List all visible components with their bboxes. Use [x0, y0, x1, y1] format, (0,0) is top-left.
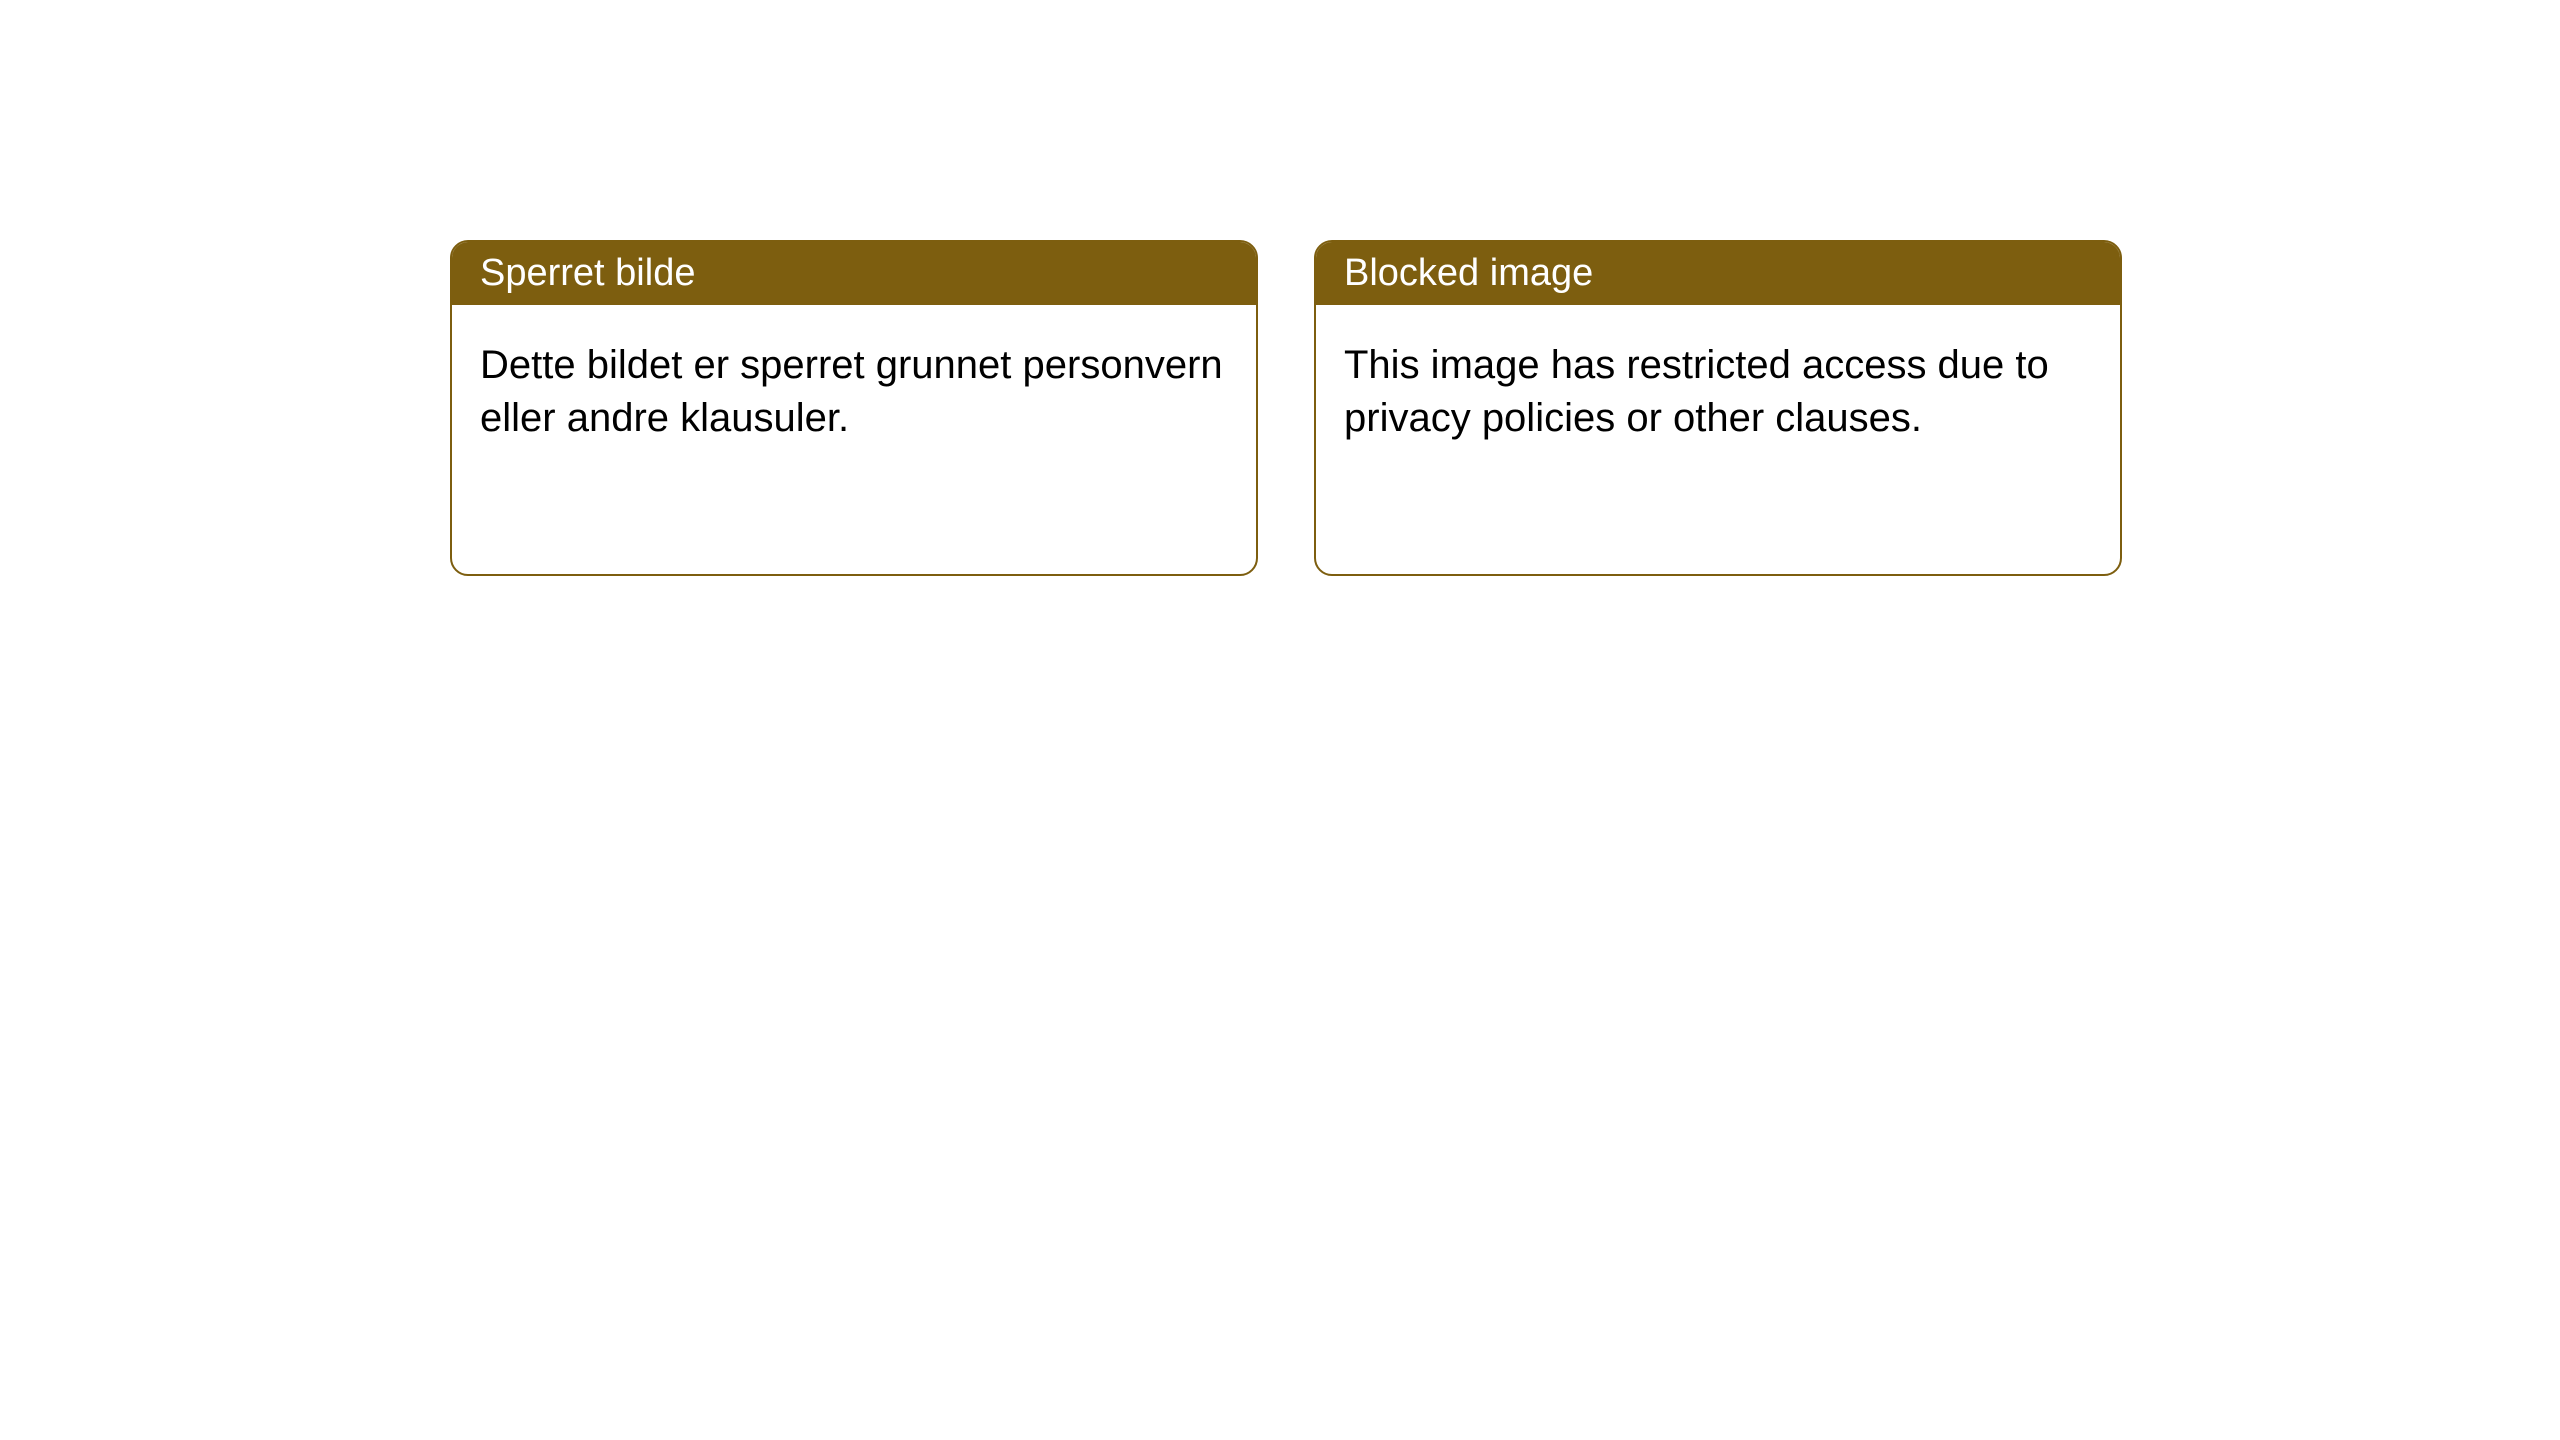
notice-card-norwegian: Sperret bilde Dette bildet er sperret gr…: [450, 240, 1258, 576]
notice-container: Sperret bilde Dette bildet er sperret gr…: [0, 0, 2560, 576]
notice-card-english: Blocked image This image has restricted …: [1314, 240, 2122, 576]
notice-card-title: Sperret bilde: [452, 242, 1256, 305]
notice-card-title: Blocked image: [1316, 242, 2120, 305]
notice-card-body: Dette bildet er sperret grunnet personve…: [452, 305, 1256, 479]
notice-card-body: This image has restricted access due to …: [1316, 305, 2120, 479]
